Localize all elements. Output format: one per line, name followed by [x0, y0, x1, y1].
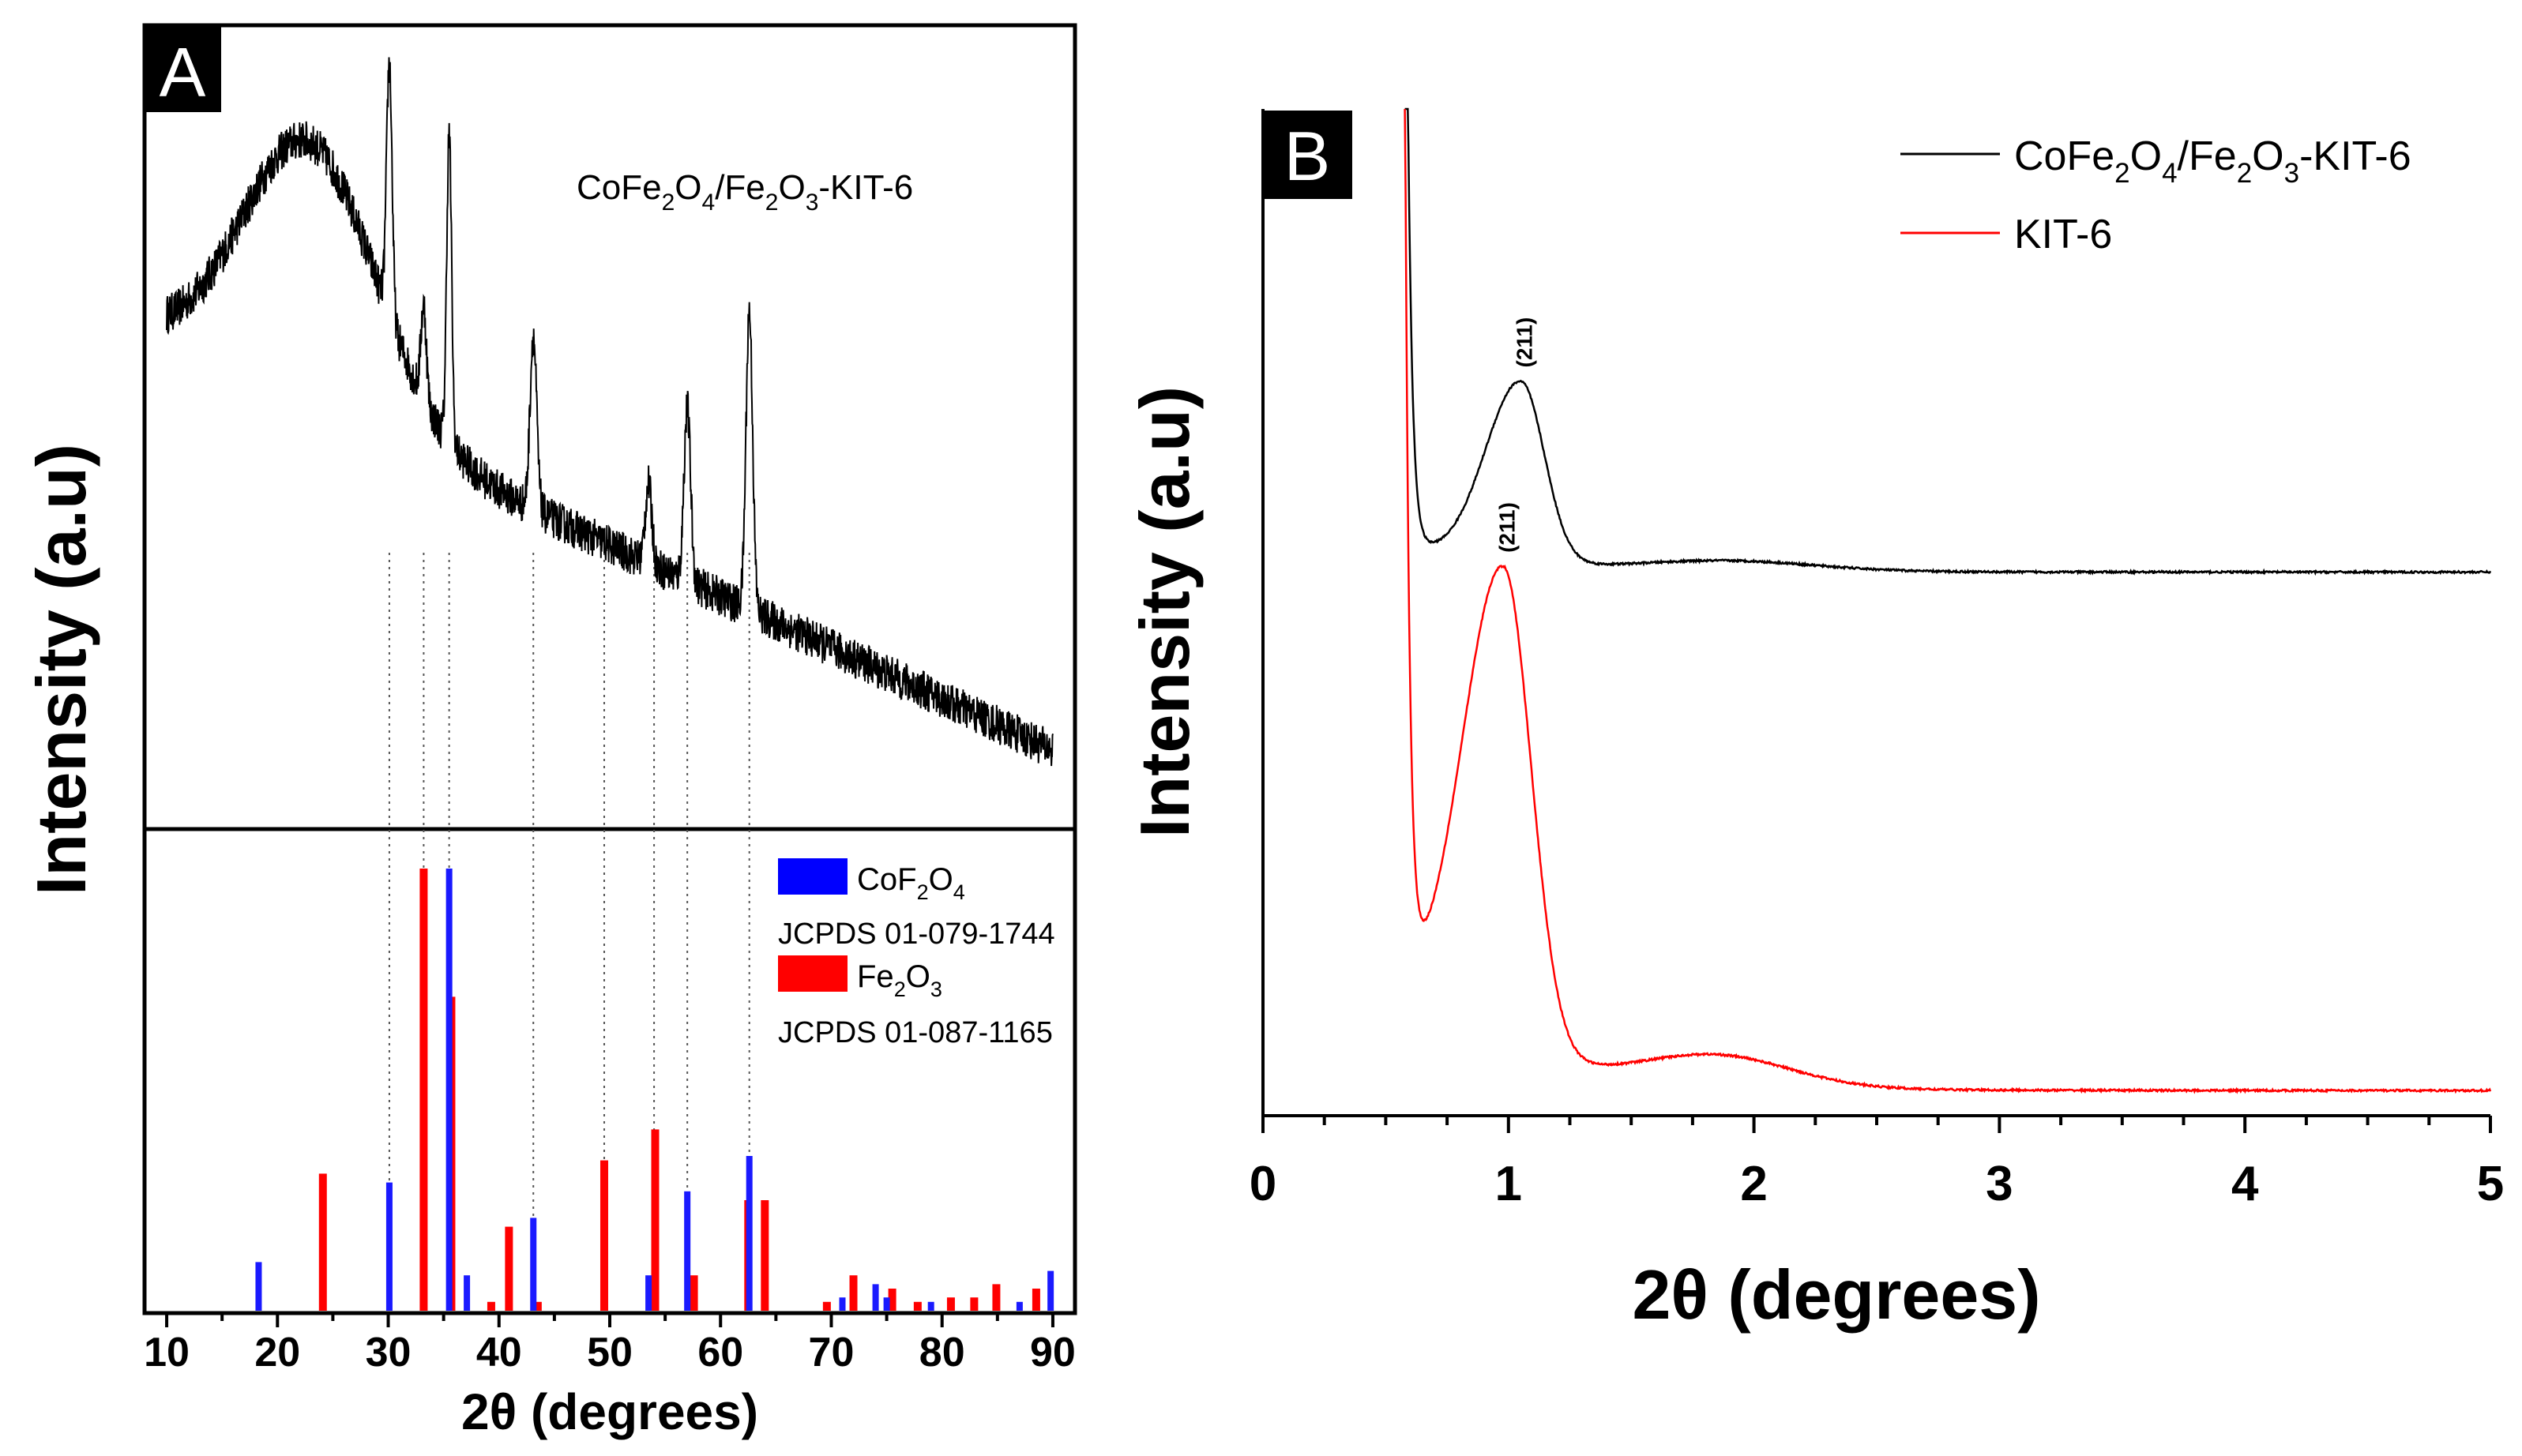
panel-a: A CoFe2O4/Fe2O3-KIT-6 CoF2O4 JCPDS 01-07… — [22, 23, 1077, 1440]
legend-cofe2o4-source: JCPDS 01-079-1744 — [778, 918, 1055, 951]
cofe2o4-stick — [530, 1218, 537, 1311]
cofe2o4-stick — [1016, 1301, 1023, 1311]
cofe2o4-stick — [385, 1182, 393, 1311]
legend-label-kit6: KIT-6 — [2014, 212, 2112, 257]
fe2o3-stick — [690, 1275, 698, 1311]
cofe2o4-stick — [445, 869, 453, 1311]
x-tick-label-b: 2 — [1740, 1157, 1767, 1211]
x-axis-a: 10 20 30 40 50 60 70 80 90 — [144, 1313, 1076, 1375]
x-tick-label-b: 4 — [2231, 1157, 2259, 1211]
peak-annotation-composite: (211) — [1512, 317, 1536, 368]
cofe2o4-stick — [464, 1275, 471, 1311]
panel-b-label: B — [1284, 117, 1331, 195]
y-axis-title-b: Intensity (a.u) — [1126, 386, 1204, 838]
series-composite-line — [1404, 107, 2492, 576]
x-tick-label-a: 30 — [366, 1330, 412, 1375]
fe2o3-stick — [913, 1301, 922, 1311]
x-axis-b: 0 1 2 3 4 5 — [1250, 1116, 2504, 1211]
x-tick-label-a: 80 — [919, 1330, 965, 1375]
panel-a-label: A — [160, 33, 206, 111]
xrd-pattern-a — [166, 57, 1054, 767]
fe2o3-stick — [761, 1200, 769, 1311]
x-tick-label-a: 10 — [144, 1330, 190, 1375]
panel-b: B CoFe2O4/Fe2O3-KIT-6 KIT-6 (211) (211) … — [1126, 107, 2504, 1334]
series-kit6-line — [1404, 108, 2492, 1094]
fe2o3-stick — [822, 1301, 831, 1311]
cofe2o4-stick — [684, 1191, 691, 1311]
x-axis-title-b: 2θ (degrees) — [1632, 1255, 2040, 1334]
reference-legend: CoF2O4 JCPDS 01-079-1744 Fe2O3 JCPDS 01-… — [778, 858, 1055, 1049]
cofe2o4-stick — [839, 1297, 846, 1311]
panel-b-label-box — [1263, 111, 1352, 199]
x-tick-label-b: 0 — [1250, 1157, 1276, 1211]
fe2o3-stick — [888, 1289, 896, 1311]
fe2o3-stick — [599, 1160, 608, 1311]
x-axis-title-a: 2θ (degrees) — [461, 1383, 758, 1440]
legend-cofe2o4-label: CoF2O4 — [857, 862, 965, 904]
fe2o3-stick — [970, 1297, 979, 1311]
cofe2o4-stick — [1047, 1270, 1054, 1311]
legend-b: CoFe2O4/Fe2O3-KIT-6 KIT-6 — [1900, 133, 2411, 257]
cofe2o4-stick — [927, 1301, 934, 1311]
fe2o3-stick — [946, 1297, 955, 1311]
cofe2o4-stick — [883, 1297, 890, 1311]
fe2o3-stick — [505, 1226, 513, 1311]
peak-annotation-kit6: (211) — [1495, 502, 1520, 553]
x-tick-label-b: 1 — [1495, 1157, 1522, 1211]
legend-fe2o3-label: Fe2O3 — [857, 959, 942, 1001]
cofe2o4-stick — [746, 1156, 753, 1311]
legend-fe2o3-source: JCPDS 01-087-1165 — [778, 1016, 1053, 1049]
fe2o3-stick — [419, 869, 428, 1311]
fe2o3-stick — [651, 1129, 660, 1311]
x-tick-label-a: 60 — [697, 1330, 743, 1375]
x-tick-label-a: 40 — [476, 1330, 522, 1375]
fe2o3-stick — [849, 1275, 858, 1311]
legend-label-composite: CoFe2O4/Fe2O3-KIT-6 — [2014, 133, 2411, 189]
cofe2o4-stick — [255, 1262, 262, 1311]
fe2o3-stick — [487, 1301, 495, 1311]
cofe2o4-stick — [645, 1275, 652, 1311]
legend-cofe2o4-swatch — [778, 858, 848, 895]
x-tick-label-b: 5 — [2477, 1157, 2504, 1211]
reference-sticks — [255, 869, 1054, 1311]
x-tick-label-a: 20 — [254, 1330, 300, 1375]
panel-a-sample-label: CoFe2O4/Fe2O3-KIT-6 — [577, 168, 913, 216]
cofe2o4-stick — [872, 1284, 879, 1311]
x-tick-label-a: 70 — [809, 1330, 855, 1375]
fe2o3-stick — [533, 1301, 542, 1311]
fe2o3-stick — [1032, 1289, 1040, 1311]
x-tick-label-a: 90 — [1030, 1330, 1076, 1375]
legend-fe2o3-swatch — [778, 955, 848, 992]
panel-a-label-box — [145, 25, 221, 112]
fe2o3-stick — [992, 1284, 1001, 1311]
fe2o3-stick — [318, 1173, 327, 1311]
y-axis-title-a: Intensity (a.u) — [22, 444, 100, 895]
x-tick-label-a: 50 — [587, 1330, 633, 1375]
x-tick-label-b: 3 — [1986, 1157, 2013, 1211]
